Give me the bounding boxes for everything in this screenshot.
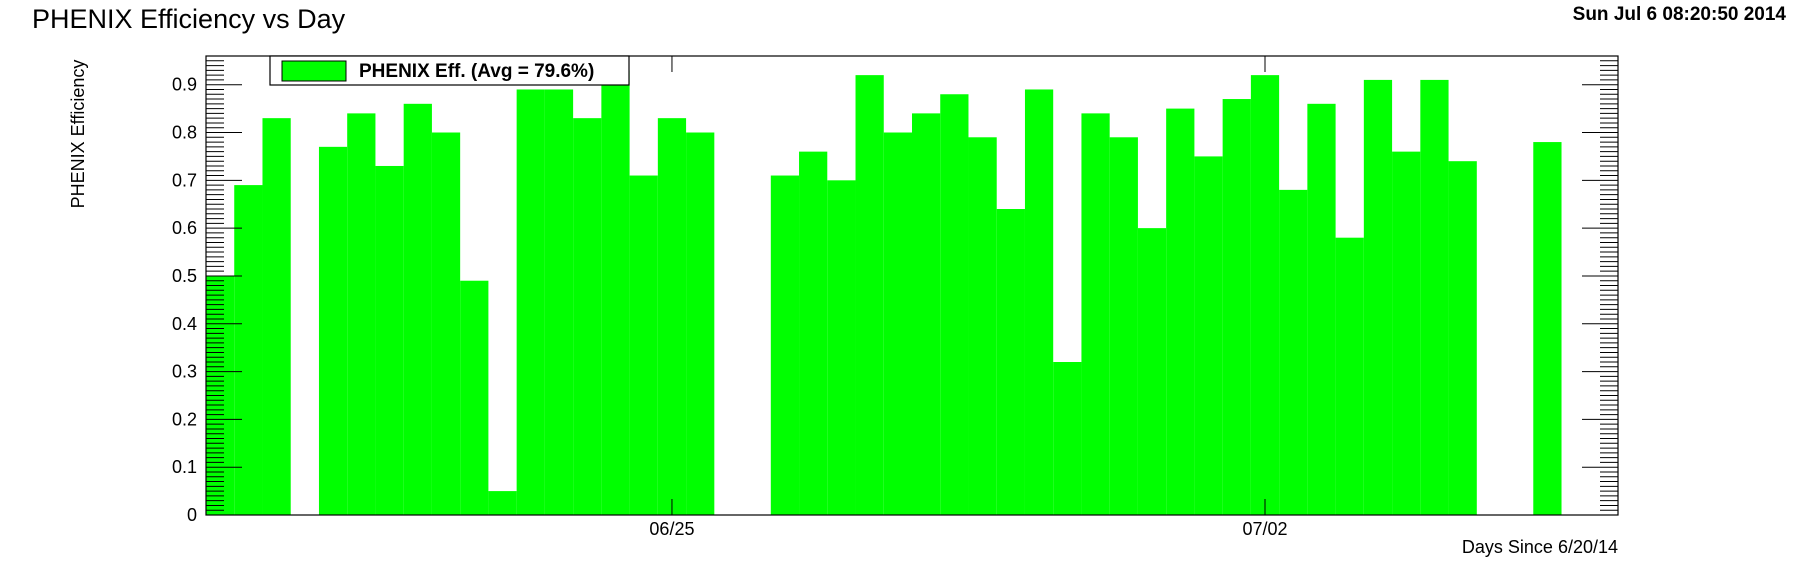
- bar: [431, 132, 461, 515]
- x-tick-label: 06/25: [649, 519, 694, 539]
- bar: [1448, 161, 1477, 515]
- bar: [1533, 142, 1562, 515]
- bar: [318, 146, 348, 515]
- bar: [883, 132, 912, 515]
- bar: [1024, 89, 1054, 515]
- bar: [1109, 137, 1138, 515]
- x-axis-label: Days Since 6/20/14: [1462, 537, 1618, 557]
- legend: PHENIX Eff. (Avg = 79.6%): [269, 55, 630, 86]
- bar: [770, 175, 800, 515]
- bar: [1166, 108, 1195, 515]
- bar: [1335, 237, 1364, 515]
- y-axis-label: PHENIX Efficiency: [68, 60, 88, 209]
- bar: [1194, 156, 1223, 515]
- y-tick-label: 0.1: [172, 457, 197, 477]
- y-tick-label: 0.8: [172, 123, 197, 143]
- bar: [460, 280, 489, 515]
- bar: [488, 491, 517, 515]
- bar: [799, 151, 828, 515]
- y-tick-label: 0.4: [172, 314, 197, 334]
- bar: [855, 75, 884, 515]
- x-axis-ticks: 06/25 07/02: [649, 56, 1288, 539]
- bar: [1420, 79, 1449, 515]
- bar: [601, 70, 630, 515]
- timestamp: Sun Jul 6 08:20:50 2014: [1573, 4, 1787, 25]
- bar: [1081, 113, 1110, 515]
- bar: [1307, 103, 1336, 515]
- bar: [996, 209, 1025, 515]
- bar: [1279, 189, 1308, 515]
- y-axis-ticks: 0 0.1 0.2 0.3 0.4 0.5 0.6 0.7 0.8 0.9: [172, 60, 1618, 525]
- bar: [573, 118, 602, 515]
- bar: [516, 89, 545, 515]
- y-tick-label: 0.2: [172, 409, 197, 429]
- bar: [1222, 99, 1251, 515]
- bar: [375, 165, 404, 515]
- bars-group: [206, 70, 1562, 515]
- y-tick-label: 0.9: [172, 75, 197, 95]
- legend-label: PHENIX Eff. (Avg = 79.6%): [359, 61, 594, 82]
- legend-swatch: [281, 60, 347, 82]
- y-tick-label: 0.6: [172, 218, 197, 238]
- bar: [1250, 75, 1280, 515]
- bar: [968, 137, 997, 515]
- bar: [234, 185, 263, 515]
- y-tick-label: 0.7: [172, 170, 197, 190]
- bar: [347, 113, 376, 515]
- y-tick-label: 0.3: [172, 362, 197, 382]
- bar: [940, 94, 969, 515]
- bar: [1363, 79, 1393, 515]
- bar: [1137, 228, 1167, 515]
- bar: [827, 180, 856, 515]
- bar: [1392, 151, 1421, 515]
- bar: [657, 118, 687, 515]
- bar: [912, 113, 941, 515]
- y-tick-label: 0: [187, 505, 197, 525]
- chart-title: PHENIX Efficiency vs Day: [32, 4, 346, 34]
- bar: [403, 103, 432, 515]
- bar: [262, 118, 291, 515]
- x-tick-label: 07/02: [1242, 519, 1287, 539]
- bar: [1053, 362, 1082, 515]
- bar: [629, 175, 658, 515]
- bar: [544, 89, 574, 515]
- y-tick-label: 0.5: [172, 266, 197, 286]
- bar: [686, 132, 715, 515]
